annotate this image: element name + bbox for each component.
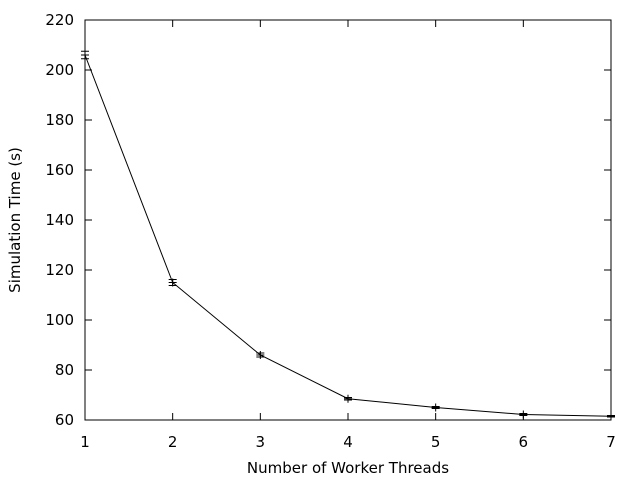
series-layer <box>81 50 615 421</box>
y-axis: 60 80 100 120 140 160 180 200 220 <box>45 11 611 429</box>
x-tick-label: 1 <box>80 433 90 451</box>
y-tick-label: 180 <box>45 111 74 129</box>
x-tick-label: 7 <box>606 433 616 451</box>
data-point <box>344 394 352 403</box>
data-point <box>431 403 440 412</box>
plot-frame <box>84 19 612 421</box>
data-point <box>519 410 528 419</box>
y-tick-label: 220 <box>45 11 74 29</box>
data-point <box>607 412 615 421</box>
y-tick-label: 80 <box>55 361 74 379</box>
y-tick-label: 160 <box>45 161 74 179</box>
y-tick-label: 120 <box>45 261 74 279</box>
data-point <box>81 51 89 59</box>
data-point <box>168 278 177 287</box>
y-tick-label: 100 <box>45 311 74 329</box>
y-tick-label: 200 <box>45 61 74 79</box>
data-point <box>256 351 265 359</box>
x-tick-label: 4 <box>343 433 353 451</box>
x-axis-title: Number of Worker Threads <box>247 459 449 477</box>
x-tick-label: 5 <box>431 433 441 451</box>
x-axis: 1 2 3 4 5 6 7 <box>80 20 616 451</box>
x-tick-label: 6 <box>519 433 529 451</box>
series-line <box>84 54 612 417</box>
y-axis-title: Simulation Time (s) <box>6 147 24 293</box>
y-tick-label: 60 <box>55 411 74 429</box>
x-tick-label: 2 <box>168 433 178 451</box>
y-tick-label: 140 <box>45 211 74 229</box>
x-tick-label: 3 <box>256 433 266 451</box>
